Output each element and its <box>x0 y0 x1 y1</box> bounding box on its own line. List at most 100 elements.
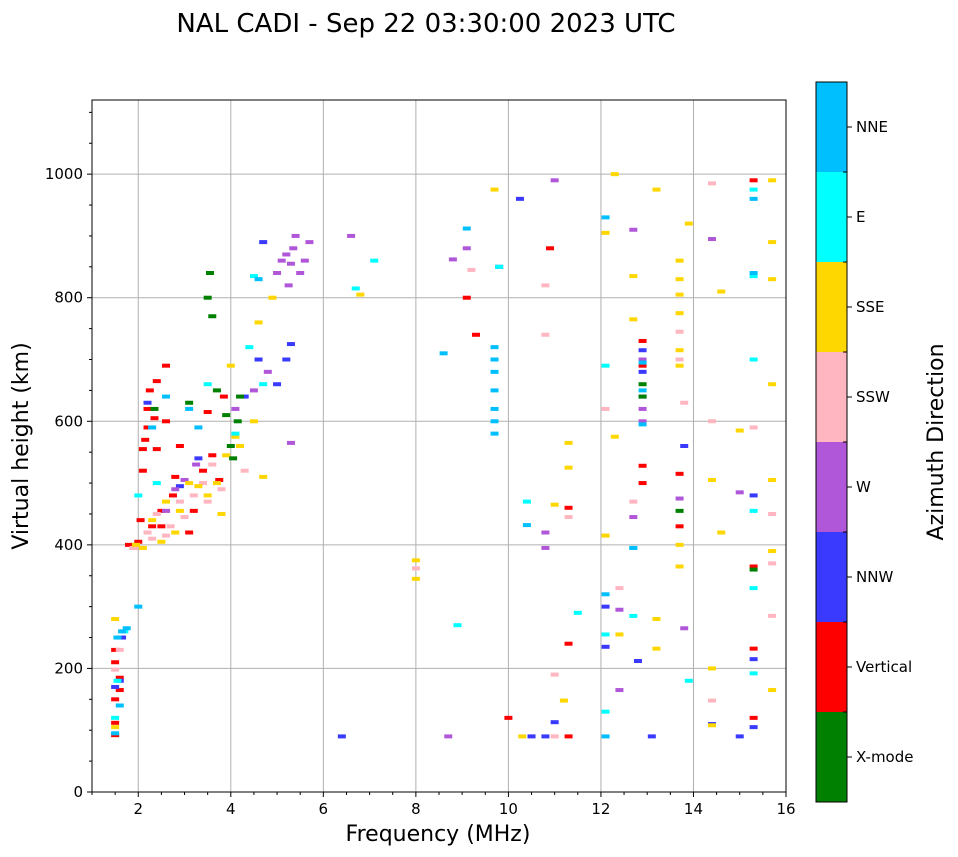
data-point <box>189 493 198 498</box>
data-point <box>111 715 120 720</box>
data-point <box>522 523 531 528</box>
data-point <box>735 734 744 739</box>
data-point <box>749 274 758 279</box>
data-point <box>199 468 208 473</box>
x-tick-label: 12 <box>591 800 610 818</box>
data-point <box>652 646 661 651</box>
y-tick-label: 800 <box>54 289 83 307</box>
data-point <box>240 468 249 473</box>
data-point <box>717 530 726 535</box>
data-point <box>185 406 194 411</box>
data-point <box>113 678 122 683</box>
data-point <box>185 400 194 405</box>
data-point <box>148 425 157 430</box>
data-point <box>157 508 166 513</box>
data-point <box>615 688 624 693</box>
data-point <box>111 647 120 652</box>
data-point <box>601 734 610 739</box>
data-point <box>638 382 647 387</box>
data-point <box>462 295 471 300</box>
data-point <box>490 419 499 424</box>
data-point <box>675 542 684 547</box>
data-point <box>291 233 300 238</box>
data-point <box>143 425 152 430</box>
data-point <box>273 271 282 275</box>
data-point <box>541 332 550 337</box>
data-point <box>143 530 152 535</box>
data-point <box>546 246 555 251</box>
data-point <box>439 351 448 356</box>
data-point <box>675 329 684 334</box>
data-point <box>638 388 647 393</box>
x-tick-label: 2 <box>133 800 143 818</box>
data-point <box>185 481 194 486</box>
data-point <box>629 274 638 279</box>
data-point <box>768 477 777 482</box>
data-point <box>145 388 154 393</box>
y-tick-label: 200 <box>54 659 83 677</box>
data-point <box>143 400 152 405</box>
data-point <box>180 515 189 520</box>
data-point <box>263 369 272 374</box>
data-point <box>138 468 147 473</box>
data-point <box>610 172 619 177</box>
data-point <box>527 734 536 739</box>
data-point <box>601 709 610 714</box>
y-tick-label: 400 <box>54 536 83 554</box>
data-point <box>749 271 758 275</box>
data-point <box>411 558 420 563</box>
data-point <box>282 252 291 257</box>
data-point <box>573 610 582 615</box>
data-point <box>136 518 145 523</box>
data-point <box>601 644 610 649</box>
data-point <box>215 477 224 482</box>
data-point <box>735 428 744 433</box>
data-point <box>162 419 171 424</box>
data-point <box>231 431 240 436</box>
data-point <box>707 698 716 703</box>
data-point <box>203 493 212 498</box>
colorbar-label: Vertical <box>856 658 912 676</box>
data-point <box>518 734 527 739</box>
data-point <box>629 545 638 550</box>
colorbar-segment <box>816 622 847 712</box>
data-point <box>675 292 684 297</box>
data-point <box>675 348 684 353</box>
data-point <box>749 567 758 572</box>
x-tick-label: 4 <box>226 800 236 818</box>
data-point <box>411 566 420 571</box>
data-point <box>141 437 150 442</box>
x-axis-label: Frequency (MHz) <box>346 822 531 847</box>
data-point <box>152 379 161 384</box>
data-point <box>226 363 235 368</box>
x-tick-label: 14 <box>684 800 703 818</box>
data-point <box>601 632 610 637</box>
data-point <box>134 539 143 544</box>
data-point <box>286 342 295 347</box>
data-point <box>675 564 684 569</box>
data-point <box>208 314 217 319</box>
data-point <box>236 444 245 448</box>
data-point <box>749 725 758 730</box>
data-point <box>675 524 684 529</box>
data-point <box>749 715 758 720</box>
data-point <box>768 561 777 566</box>
y-axis-label: Virtual height (km) <box>9 342 34 549</box>
data-point <box>633 659 642 664</box>
data-point <box>115 675 124 680</box>
data-point <box>601 406 610 411</box>
data-point <box>219 394 228 399</box>
data-point <box>490 187 499 192</box>
x-axis-ticks: 2 4 6 8 10 12 14 16 <box>91 792 796 818</box>
data-point <box>138 447 147 452</box>
data-point <box>768 549 777 554</box>
data-point <box>150 416 159 421</box>
colorbar-label: NNW <box>856 568 893 586</box>
data-point <box>629 317 638 322</box>
colorbar-segment <box>816 532 847 622</box>
data-point <box>610 434 619 439</box>
data-point <box>707 666 716 671</box>
data-point <box>601 215 610 220</box>
data-point <box>370 258 379 263</box>
y-axis-ticks: 0 200 400 600 800 1000 <box>45 111 92 801</box>
